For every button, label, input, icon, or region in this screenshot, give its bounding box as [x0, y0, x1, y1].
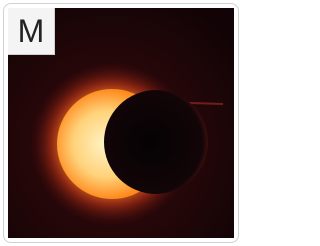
page: M (() => { const data = JSON.parse(docum… [0, 0, 242, 246]
option-label: M [8, 8, 55, 55]
moon [104, 90, 208, 194]
image-tile: M [3, 3, 239, 243]
